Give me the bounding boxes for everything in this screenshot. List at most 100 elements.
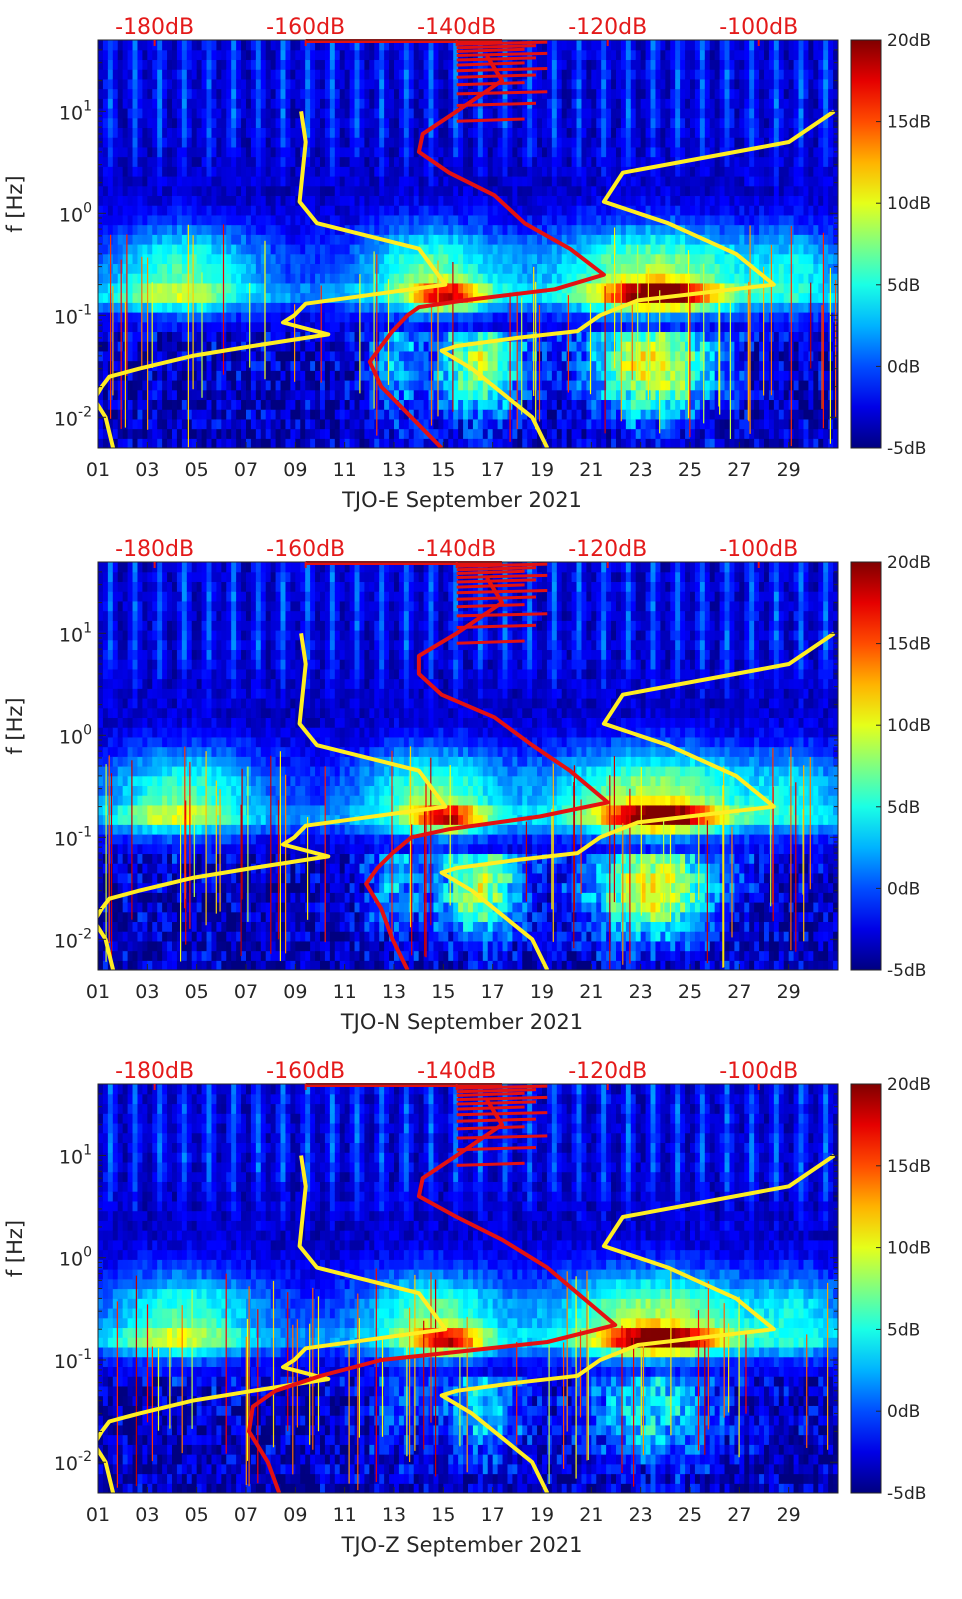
heatmap-cell <box>581 341 587 352</box>
heatmap-cell <box>127 156 134 167</box>
heatmap-cell <box>551 166 558 177</box>
heatmap-cell <box>280 127 287 138</box>
heatmap-cell <box>655 137 661 148</box>
heatmap-cell <box>438 156 444 167</box>
heatmap-cell <box>142 409 148 420</box>
heatmap-cell <box>107 40 114 51</box>
heatmap-cell <box>512 195 518 206</box>
heatmap-cell <box>132 312 139 323</box>
heatmap-cell <box>463 166 469 177</box>
heatmap-cell <box>285 273 291 284</box>
heatmap-cell <box>655 312 661 323</box>
heatmap-cell <box>630 137 637 148</box>
heatmap-cell <box>349 88 356 99</box>
heatmap-cell <box>384 156 390 167</box>
heatmap-cell <box>186 389 193 401</box>
heatmap-cell <box>591 185 597 197</box>
heatmap-cell <box>546 117 553 129</box>
heatmap-cell <box>398 273 405 284</box>
heatmap-cell <box>497 137 504 148</box>
heatmap-cell <box>265 156 272 167</box>
heatmap-cell <box>591 360 597 371</box>
heatmap-cell <box>359 176 365 187</box>
heatmap-cell <box>527 273 533 284</box>
heatmap-cell <box>250 321 257 333</box>
heatmap-cell <box>630 321 637 333</box>
heatmap-cell <box>680 312 686 323</box>
heatmap-cell <box>443 321 449 333</box>
heatmap-cell <box>601 380 607 391</box>
heatmap-cell <box>655 244 661 255</box>
heatmap-cell <box>566 312 573 323</box>
heatmap-cell <box>408 321 415 333</box>
heatmap-cell <box>137 69 143 80</box>
heatmap-cell <box>324 312 331 323</box>
heatmap-cell <box>384 282 390 294</box>
heatmap-cell <box>492 40 499 51</box>
heatmap-cell <box>522 195 528 206</box>
heatmap-cell <box>359 108 365 119</box>
heatmap-cell <box>374 224 380 235</box>
heatmap-cell <box>438 263 444 274</box>
heatmap-cell <box>226 98 232 109</box>
heatmap-cell <box>532 312 538 323</box>
heatmap-cell <box>211 428 217 439</box>
heatmap-cell <box>379 195 385 206</box>
heatmap-cell <box>152 88 158 99</box>
heatmap-cell <box>591 438 597 448</box>
heatmap-cell <box>542 108 548 119</box>
heatmap-cell <box>398 176 405 187</box>
heatmap-cell <box>374 69 380 80</box>
heatmap-cell <box>601 78 607 90</box>
heatmap-cell <box>384 98 390 109</box>
heatmap-cell <box>226 176 232 187</box>
heatmap-cell <box>408 438 415 448</box>
heatmap-cell <box>98 292 104 303</box>
heatmap-cell <box>546 69 553 80</box>
heatmap-cell <box>635 312 642 323</box>
heatmap-cell <box>645 49 652 61</box>
heatmap-cell <box>468 302 474 313</box>
heatmap-cell <box>413 350 420 362</box>
heatmap-cell <box>665 98 671 109</box>
heatmap-cell <box>127 224 134 235</box>
heatmap-cell <box>344 244 351 255</box>
heatmap-cell <box>344 88 351 99</box>
heatmap-cell <box>137 224 143 235</box>
heatmap-cell <box>655 195 661 206</box>
heatmap-cell <box>625 360 632 371</box>
heatmap-cell <box>98 98 104 109</box>
heatmap-cell <box>413 49 420 61</box>
heatmap-cell <box>246 321 252 333</box>
heatmap-cell <box>581 263 587 274</box>
heatmap-cell <box>482 108 489 119</box>
heatmap-cell <box>329 370 336 381</box>
heatmap-cell <box>443 108 449 119</box>
heatmap-cell <box>216 117 222 129</box>
heatmap-cell <box>102 108 109 119</box>
heatmap-cell <box>443 360 449 371</box>
heatmap-cell <box>122 253 129 265</box>
heatmap-cell <box>315 88 321 99</box>
heatmap-cell <box>576 428 583 439</box>
heatmap-cell <box>255 389 262 401</box>
heatmap-cell <box>181 253 188 265</box>
heatmap-cell <box>344 302 351 313</box>
heatmap-cell <box>285 127 291 138</box>
heatmap-cell <box>300 438 306 448</box>
heatmap-cell <box>635 331 642 342</box>
heatmap-cell <box>349 389 356 401</box>
heatmap-cell <box>477 350 484 362</box>
heatmap-cell <box>384 370 390 381</box>
heatmap-cell <box>186 195 193 206</box>
heatmap-cell <box>112 117 119 129</box>
heatmap-cell <box>482 127 489 138</box>
heatmap-cell <box>418 399 425 410</box>
heatmap-cell <box>280 418 287 430</box>
heatmap-cell <box>586 205 592 216</box>
heatmap-cell <box>408 263 415 274</box>
heatmap-cell <box>122 78 129 90</box>
heatmap-cell <box>438 127 444 138</box>
heatmap-cell <box>349 418 356 430</box>
heatmap-cell <box>216 341 222 352</box>
